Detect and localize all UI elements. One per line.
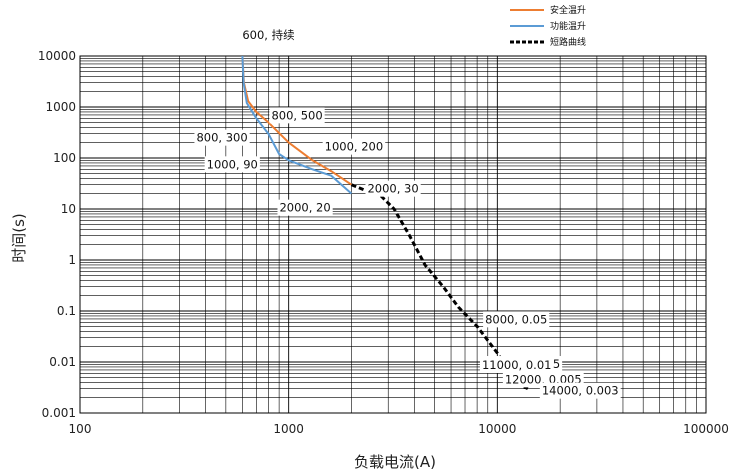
annotation-6: 2000, 30	[365, 180, 421, 197]
annotation-7: 2000, 20	[277, 199, 333, 216]
annotation-label: 11000, 0.01	[482, 358, 551, 372]
legend-label-3: 短路曲线	[550, 36, 586, 48]
annotation-label: 8000, 0.05	[485, 312, 547, 326]
annotation-background	[322, 138, 386, 155]
y-tick-label: 0.001	[42, 406, 76, 420]
plot-border	[79, 55, 707, 414]
annotation-3: 800, 300	[194, 129, 250, 146]
annotation-background	[479, 357, 554, 373]
annotation-label: 2000, 30	[367, 182, 418, 196]
y-tick-label: 0.1	[57, 304, 76, 318]
x-tick-label: 10000	[478, 422, 516, 436]
annotation-8: 8000, 0.05	[483, 311, 550, 328]
x-tick-label: 1000	[273, 422, 304, 436]
y-tick-label: 1000	[45, 100, 76, 114]
annotation-label: 800, 500	[271, 108, 322, 122]
annotation-label: 1000, 90	[207, 157, 258, 171]
y-tick-label: 100	[53, 151, 76, 165]
grid-lines	[79, 56, 706, 414]
annotation-background	[194, 129, 250, 146]
annotation-background	[204, 156, 260, 173]
annotation-label: 14000, 0.003	[542, 384, 619, 398]
plot-frame	[79, 55, 707, 414]
annotation-4: 1000, 200	[322, 138, 386, 155]
tick-labels: 100 1000 10000 100000 0.001 0.01 0.1 1 10 100 1000…	[38, 49, 729, 436]
annotation-background	[277, 199, 333, 216]
annotation-label: 2000, 20	[279, 201, 330, 215]
y-tick-label: 10000	[38, 49, 76, 63]
x-tick-label: 100	[69, 422, 92, 436]
annotation-layer: 600, 持续 800, 500 800, 300 1000, 200 1000, 90…	[194, 28, 621, 399]
y-tick-label: 0.01	[49, 355, 76, 369]
annotation-10: 11000, 0.01	[479, 357, 554, 373]
series-layer	[241, 55, 529, 391]
legend-label-2: 功能温升	[550, 20, 586, 32]
legend-label-1: 安全温升	[550, 4, 586, 16]
y-tick-label: 1	[68, 253, 76, 267]
annotation-label: 1000, 200	[325, 140, 384, 154]
annotation-background	[365, 180, 421, 197]
annotation-label: 600, 持续	[242, 28, 294, 42]
annotation-background	[483, 311, 550, 328]
y-axis-label: 时间(s)	[10, 213, 28, 263]
annotation-12: 14000, 0.003	[539, 382, 621, 399]
y-tick-label: 10	[61, 202, 76, 216]
annotation-label: 800, 300	[196, 131, 247, 145]
series-line-2	[241, 55, 353, 195]
annotation-background	[269, 107, 325, 124]
x-axis-label: 负载电流(A)	[354, 453, 436, 471]
annotation-background	[539, 382, 621, 399]
annotation-2: 800, 500	[269, 107, 325, 124]
annotation-1: 600, 持续	[242, 28, 294, 42]
annotation-5: 1000, 90	[204, 156, 260, 173]
x-tick-label: 100000	[683, 422, 729, 436]
